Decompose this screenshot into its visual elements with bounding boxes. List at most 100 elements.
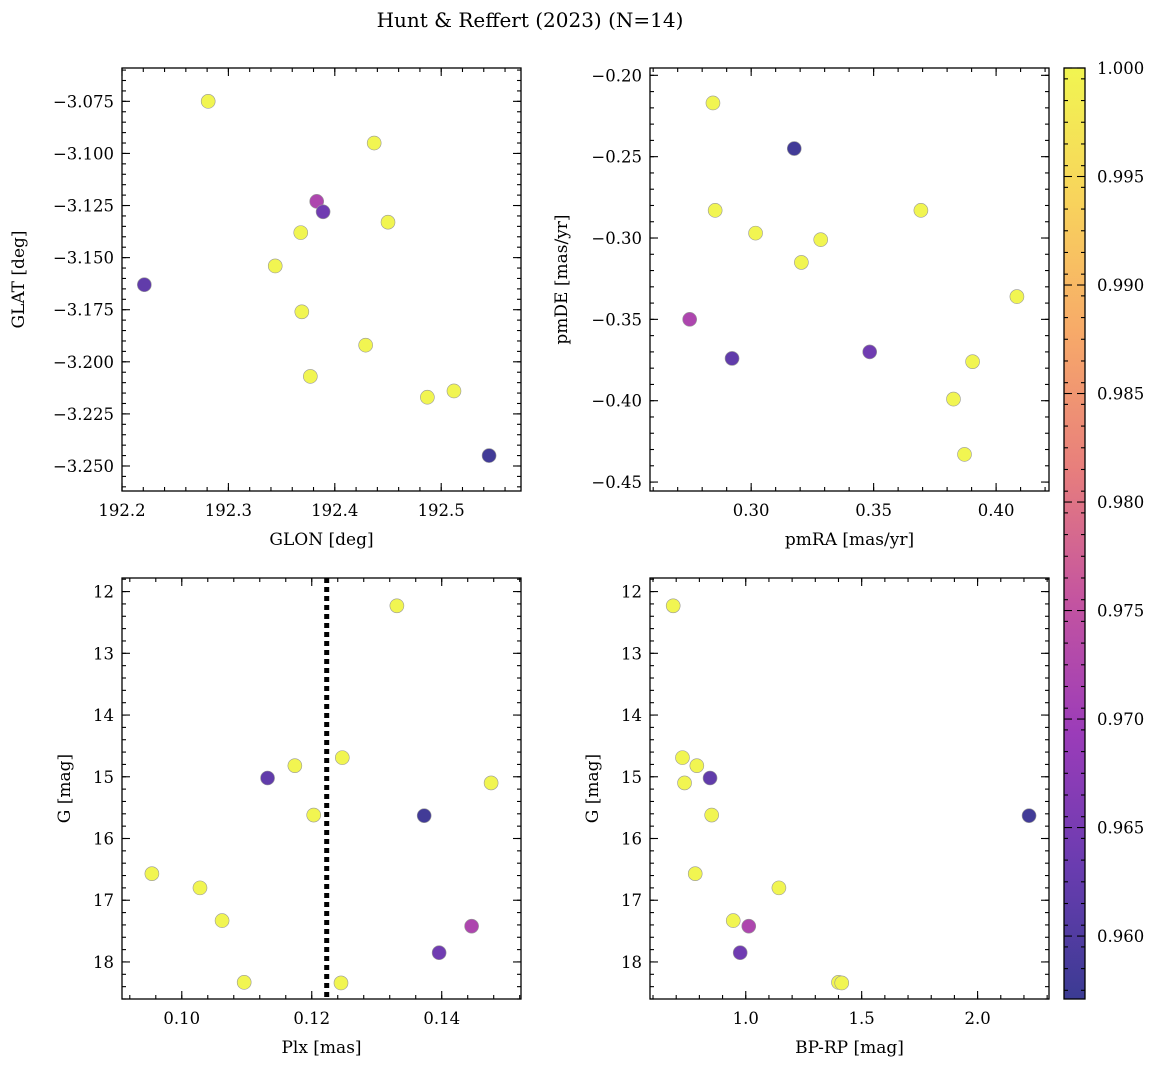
data-point bbox=[862, 344, 878, 360]
y-axis-label: pmDE [mas/yr] bbox=[552, 214, 572, 344]
data-point bbox=[682, 312, 697, 327]
data-point bbox=[813, 232, 829, 247]
y-axis-label: G [mag] bbox=[55, 754, 75, 823]
x-axis-label: BP-RP [mag] bbox=[795, 1038, 904, 1058]
data-point bbox=[481, 448, 497, 463]
x-tick-label: 0.30 bbox=[733, 501, 770, 520]
y-tick-label: 16 bbox=[93, 830, 114, 849]
data-point bbox=[1021, 808, 1037, 823]
x-axis-label: GLON [deg] bbox=[269, 530, 373, 550]
colorbar-tick-label: 0.985 bbox=[1097, 385, 1144, 404]
y-tick-label: −3.075 bbox=[53, 92, 114, 111]
data-point bbox=[420, 389, 435, 405]
axes-frame bbox=[649, 67, 1050, 492]
data-point bbox=[704, 807, 719, 823]
y-tick-label: −0.35 bbox=[591, 310, 642, 329]
colorbar-tick-label: 0.960 bbox=[1097, 927, 1144, 946]
axes-frame bbox=[121, 577, 522, 1000]
x-tick-label: 0.35 bbox=[855, 501, 892, 520]
data-point bbox=[315, 204, 331, 220]
y-tick-label: −3.150 bbox=[53, 249, 114, 268]
y-tick-label: −0.45 bbox=[591, 473, 642, 492]
data-point bbox=[334, 750, 350, 765]
data-point bbox=[214, 913, 230, 928]
x-tick-label: 1.5 bbox=[849, 1009, 875, 1028]
x-tick-label: 0.10 bbox=[163, 1009, 200, 1028]
y-tick-label: −3.125 bbox=[53, 197, 114, 216]
y-tick-label: −3.250 bbox=[53, 457, 114, 476]
y-tick-label: 14 bbox=[93, 706, 114, 725]
y-tick-label: 18 bbox=[621, 953, 642, 972]
data-point bbox=[675, 750, 690, 765]
y-tick-label: 17 bbox=[93, 891, 114, 910]
y-tick-label: −3.200 bbox=[53, 353, 114, 372]
colorbar-gradient bbox=[1064, 68, 1085, 999]
data-point bbox=[380, 214, 396, 230]
panels: 192.2 192.3 192.4 192.5 −3.075 −3.100 −3.125 −3… bbox=[9, 66, 1050, 1058]
data-point bbox=[794, 255, 809, 270]
y-tick-label: 12 bbox=[621, 583, 642, 602]
data-point bbox=[677, 775, 692, 791]
y-tick-label: −0.20 bbox=[591, 66, 642, 85]
data-point bbox=[293, 225, 309, 240]
data-point bbox=[446, 383, 462, 399]
data-point bbox=[366, 135, 382, 151]
data-point bbox=[689, 758, 705, 773]
data-point bbox=[687, 866, 703, 881]
colorbar-tick-label: 0.980 bbox=[1097, 493, 1144, 512]
data-point bbox=[1009, 289, 1025, 304]
y-tick-label: −0.40 bbox=[591, 392, 642, 411]
y-axis-label: G [mag] bbox=[583, 754, 603, 823]
data-point bbox=[724, 351, 740, 366]
data-point bbox=[137, 277, 152, 293]
x-tick-label: 192.5 bbox=[418, 501, 465, 520]
axes-frame bbox=[121, 67, 522, 492]
y-tick-label: 13 bbox=[93, 644, 114, 663]
x-tick-label: 192.3 bbox=[205, 501, 252, 520]
data-point bbox=[200, 94, 216, 109]
y-tick-label: 12 bbox=[93, 583, 114, 602]
colorbar-tick-label: 0.970 bbox=[1097, 710, 1144, 729]
panel-plx-g: 0.10 0.12 0.14 12 13 14 15 16 17 18 Plx [mas] G [ma… bbox=[55, 577, 522, 1058]
y-tick-label: 16 bbox=[621, 830, 642, 849]
y-tick-label: 18 bbox=[93, 953, 114, 972]
data-point bbox=[358, 337, 373, 353]
data-point bbox=[705, 95, 721, 111]
data-point bbox=[333, 975, 349, 991]
data-point bbox=[144, 866, 160, 881]
y-axis-label: GLAT [deg] bbox=[9, 230, 29, 328]
data-point bbox=[913, 203, 929, 218]
data-point bbox=[236, 975, 252, 990]
colorbar: 0.960 0.965 0.970 0.975 0.980 0.985 0.990 0.995… bbox=[1063, 59, 1144, 1000]
panel-glon-glat: 192.2 192.3 192.4 192.5 −3.075 −3.100 −3.125 −3… bbox=[9, 67, 522, 550]
colorbar-tick-label: 0.965 bbox=[1097, 819, 1144, 838]
panel-pmra-pmde: 0.30 0.35 0.40 −0.20 −0.25 −0.30 −0.35 −0.40 −0.… bbox=[552, 66, 1050, 550]
data-point bbox=[665, 598, 681, 614]
data-point bbox=[702, 770, 718, 786]
y-tick-label: 17 bbox=[621, 891, 642, 910]
x-tick-label: 0.12 bbox=[293, 1009, 330, 1028]
data-point bbox=[786, 141, 802, 156]
data-point bbox=[192, 880, 208, 896]
data-point bbox=[303, 369, 318, 384]
data-point bbox=[732, 945, 748, 961]
axes-frame bbox=[649, 577, 1050, 1000]
y-tick-label: −3.225 bbox=[53, 405, 114, 424]
data-point bbox=[834, 975, 850, 991]
x-tick-label: 1.0 bbox=[733, 1009, 759, 1028]
panel-bprp-g: 1.0 1.5 2.0 12 13 14 15 16 17 18 BP-RP [mag] G [mag… bbox=[583, 577, 1050, 1058]
data-point bbox=[306, 807, 322, 823]
data-point bbox=[294, 304, 310, 320]
x-tick-label: 0.40 bbox=[978, 501, 1015, 520]
data-point bbox=[725, 913, 741, 928]
data-point bbox=[957, 447, 972, 462]
data-point bbox=[707, 203, 723, 218]
x-tick-label: 0.14 bbox=[423, 1009, 460, 1028]
x-tick-label: 192.2 bbox=[98, 501, 145, 520]
y-tick-label: −0.25 bbox=[591, 148, 642, 167]
data-point bbox=[483, 775, 499, 791]
data-point bbox=[260, 770, 275, 786]
data-point bbox=[741, 918, 757, 934]
y-tick-label: −3.175 bbox=[53, 301, 114, 320]
